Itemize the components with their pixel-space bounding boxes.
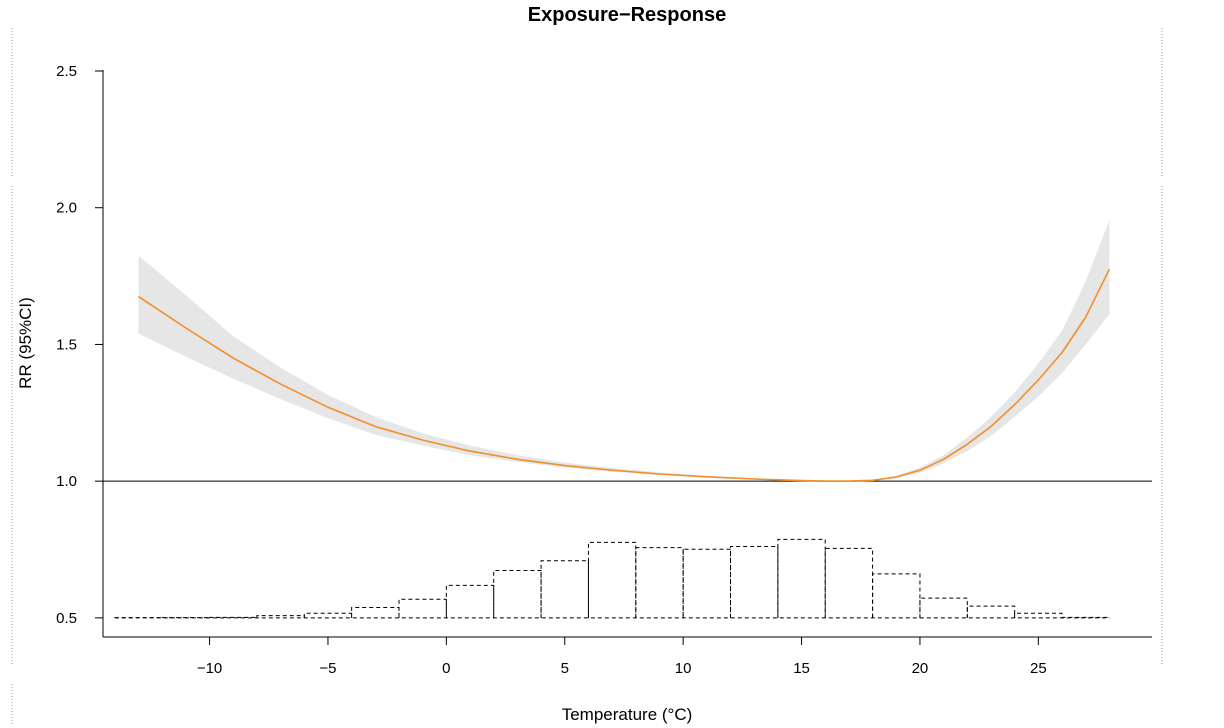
histogram-bar (1014, 612, 1063, 618)
histogram-bar (303, 612, 353, 618)
confidence-band (138, 220, 1110, 482)
histogram-bar (966, 605, 1016, 618)
x-axis-ticks: −10 −5 0 5 10 15 20 25 (197, 637, 1047, 677)
chart-title: Exposure−Response (528, 4, 726, 26)
histogram-bar (682, 548, 732, 618)
series-line-layer (138, 268, 1111, 482)
histogram-bar (445, 584, 495, 618)
x-tick-label: 20 (912, 660, 929, 677)
histogram-bar (209, 616, 258, 618)
x-tick-label: 25 (1030, 660, 1047, 677)
x-tick-label: −10 (197, 660, 222, 677)
histogram-bar (635, 547, 684, 618)
histogram-bar (730, 545, 779, 618)
x-tick-label: 10 (675, 660, 692, 677)
axes: −10 −5 0 5 10 15 20 25 0.5 1.0 1.5 2.0 2.5 (56, 63, 1152, 677)
y-tick-label: 0.5 (56, 610, 77, 627)
y-tick-label: 2.5 (56, 63, 77, 80)
histogram-bar (777, 538, 826, 618)
confidence-band-layer (138, 220, 1110, 482)
x-tick-label: −5 (319, 660, 336, 677)
histogram-bar (351, 606, 400, 618)
histogram-bar (824, 547, 874, 618)
rr-curve (138, 268, 1111, 482)
y-axis-label: RR (95%CI) (16, 297, 35, 389)
histogram-bar (493, 570, 542, 618)
histogram-bar (540, 560, 589, 618)
y-tick-label: 2.0 (56, 200, 77, 217)
histogram-bar (1061, 616, 1110, 618)
histogram-bar (919, 597, 968, 618)
histogram-bar (587, 541, 637, 618)
x-axis-label: Temperature (°C) (562, 705, 693, 724)
y-tick-label: 1.0 (56, 473, 77, 490)
x-tick-label: 0 (442, 660, 450, 677)
outer-frame (11, 28, 1163, 726)
histogram-bar (398, 598, 447, 618)
x-tick-label: 5 (561, 660, 569, 677)
histogram-bar (872, 573, 921, 618)
x-tick-label: 15 (793, 660, 810, 677)
plot-area (103, 220, 1152, 619)
y-axis-ticks: 0.5 1.0 1.5 2.0 2.5 (56, 63, 103, 627)
histogram-layer (114, 538, 1110, 619)
y-tick-label: 1.5 (56, 336, 77, 353)
